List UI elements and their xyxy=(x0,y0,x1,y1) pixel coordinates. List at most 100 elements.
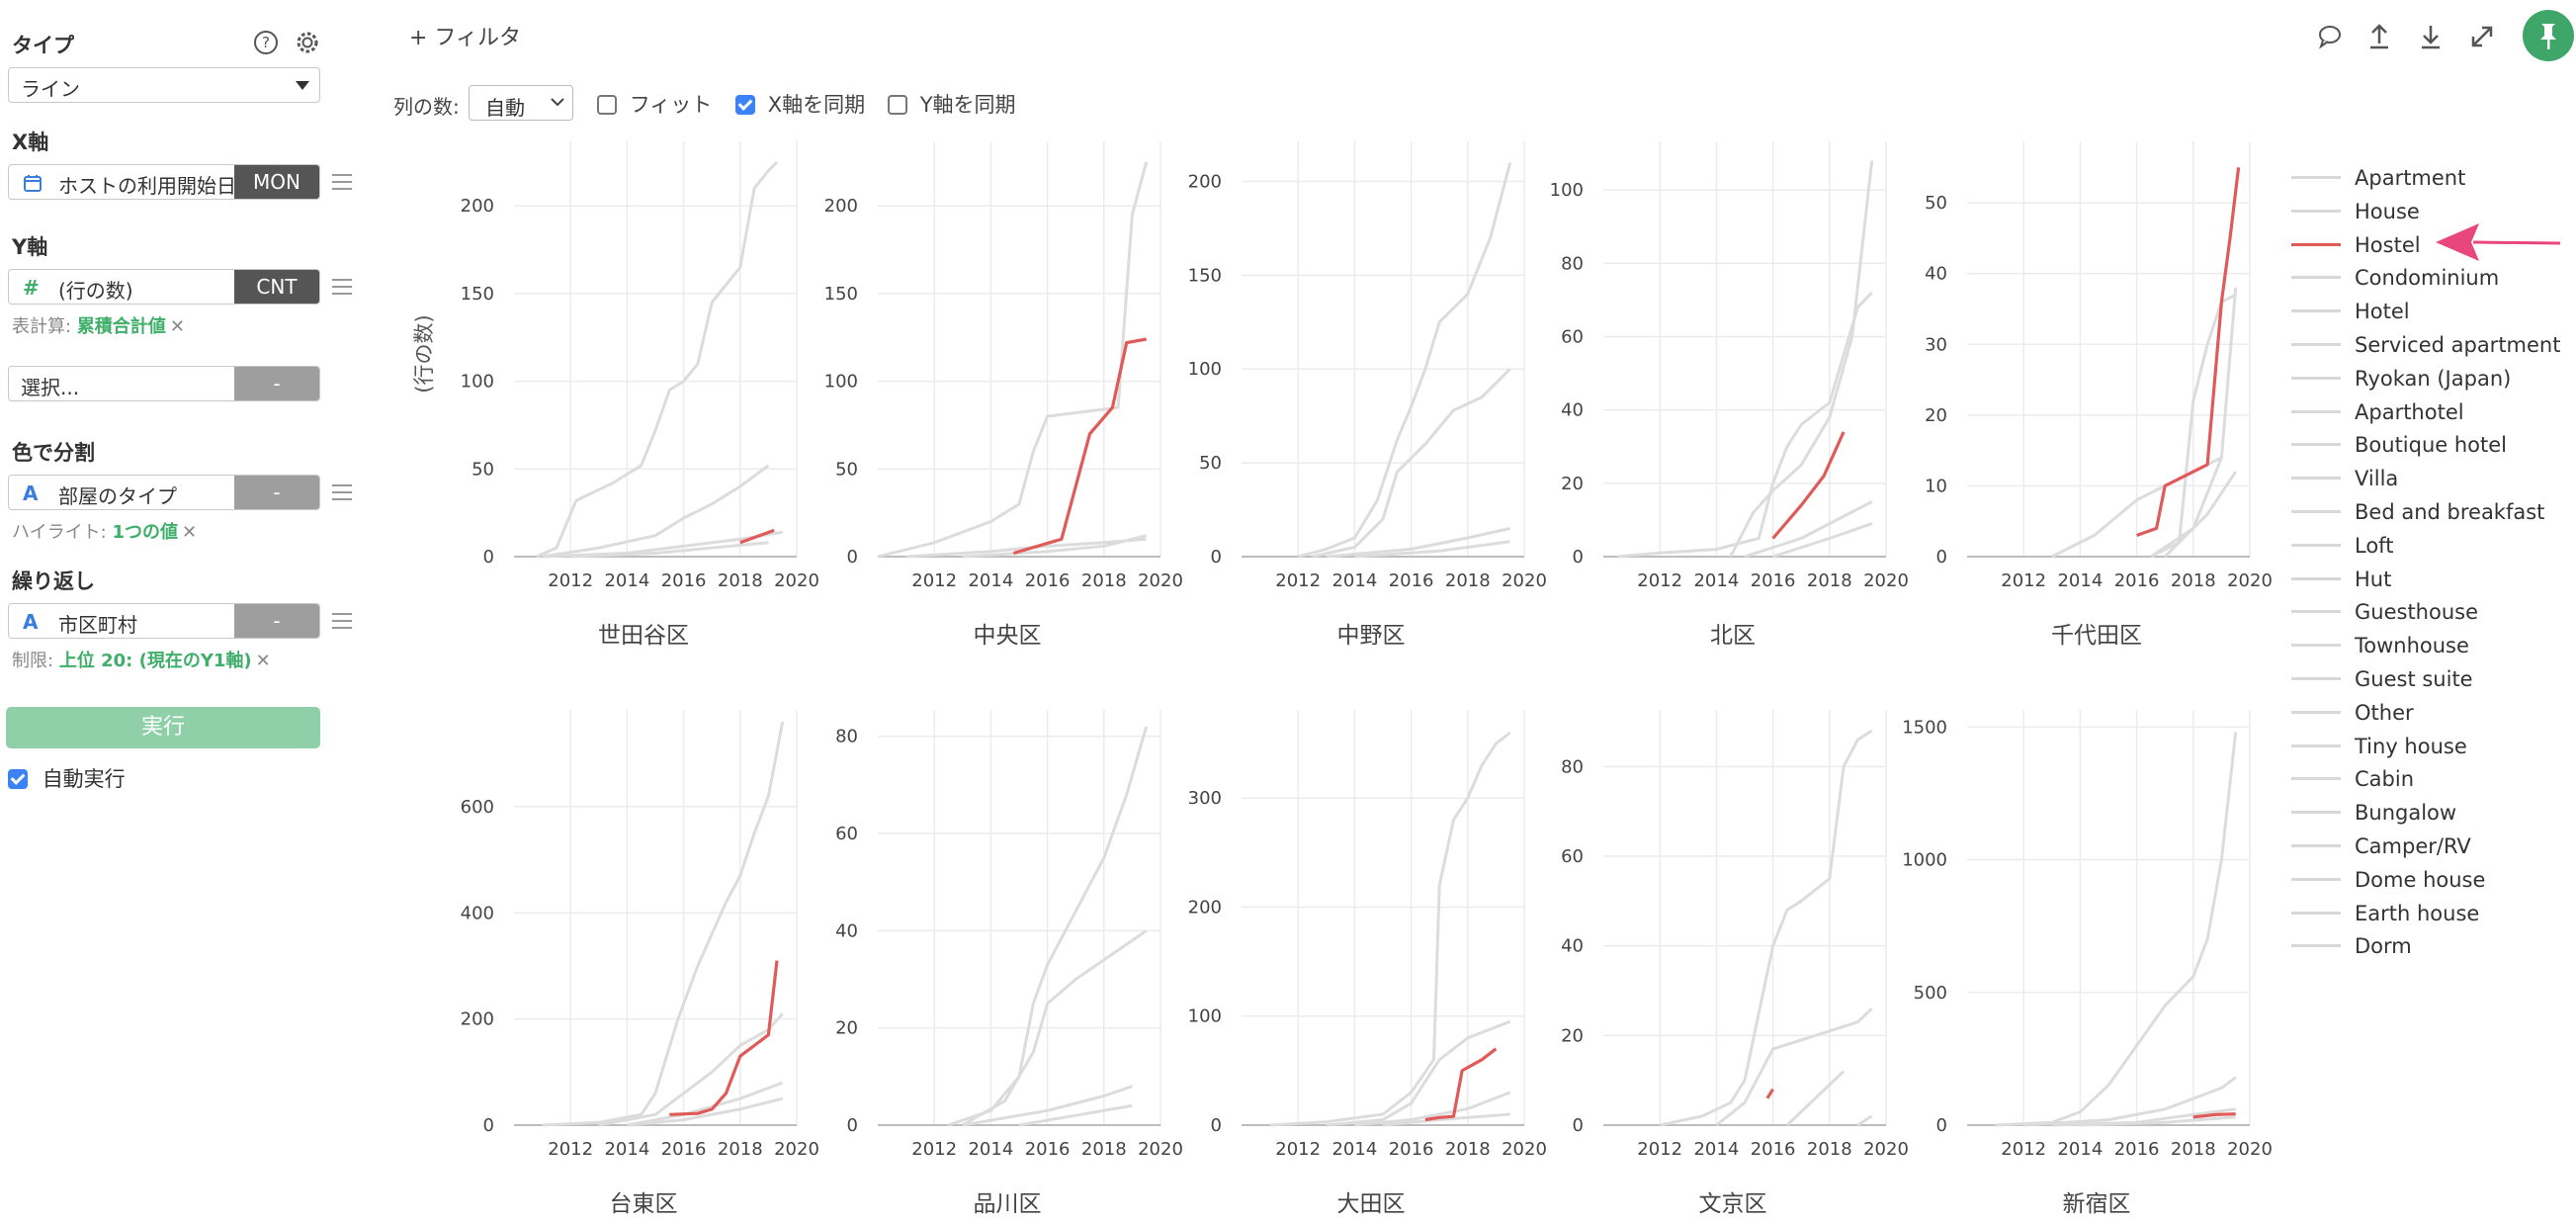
annotation-arrow-icon xyxy=(2436,223,2561,261)
x-tick-label: 2014 xyxy=(1331,1139,1377,1160)
legend-item[interactable]: Hotel xyxy=(2291,300,2410,323)
sync-y-checkbox[interactable] xyxy=(888,95,907,115)
legend-item[interactable]: Tiny house xyxy=(2291,735,2467,758)
x-tick-label: 2014 xyxy=(2057,570,2103,591)
y-axis-agg-button[interactable]: CNT xyxy=(234,270,319,304)
legend-item[interactable]: Other xyxy=(2291,701,2414,725)
x-axis-menu-icon[interactable] xyxy=(332,174,352,190)
y-tick-label: 20 xyxy=(835,1018,858,1039)
y-tick-label: 200 xyxy=(461,196,494,217)
series-line xyxy=(1354,540,1510,559)
legend-label: Condominium xyxy=(2355,266,2500,291)
x-tick-label: 2014 xyxy=(1331,570,1377,591)
panel-title: 千代田区 xyxy=(2051,623,2142,649)
download-icon[interactable] xyxy=(2416,22,2446,51)
type-select[interactable]: ライン xyxy=(8,67,320,103)
color-split-field[interactable]: A 部屋のタイプ - xyxy=(8,475,320,510)
x-tick-label: 2012 xyxy=(2001,570,2046,591)
repeat-menu-icon[interactable] xyxy=(332,613,352,629)
legend-label: Serviced apartment xyxy=(2355,333,2561,357)
color-split-title: 色で分割 xyxy=(12,441,95,465)
legend-item[interactable]: Serviced apartment xyxy=(2291,333,2560,357)
legend-label: Hostel xyxy=(2355,232,2421,257)
repeat-field[interactable]: A 市区町村 - xyxy=(8,603,320,639)
fit-checkbox[interactable] xyxy=(597,95,617,115)
select-field[interactable]: 選択... - xyxy=(8,366,320,401)
y-tick-label: 50 xyxy=(1199,453,1222,474)
legend-item[interactable]: Earth house xyxy=(2291,902,2479,925)
x-axis-field[interactable]: ホストの利用開始日 MON xyxy=(8,164,320,200)
repeat-agg-button[interactable]: - xyxy=(234,604,319,638)
chevron-down-icon xyxy=(551,98,564,107)
legend-item[interactable]: Loft xyxy=(2291,534,2393,558)
highlight-value[interactable]: 1つの値 xyxy=(112,522,178,543)
legend-item[interactable]: Guest suite xyxy=(2291,667,2473,691)
legend-swatch xyxy=(2291,844,2341,847)
legend-item[interactable]: Townhouse xyxy=(2291,634,2469,657)
color-split-menu-icon[interactable] xyxy=(332,484,352,500)
y-tick-label: 0 xyxy=(1936,1115,1947,1136)
x-tick-label: 2014 xyxy=(604,570,649,591)
upload-icon[interactable] xyxy=(2364,22,2394,51)
legend-item[interactable]: Ryokan (Japan) xyxy=(2291,367,2511,391)
x-tick-label: 2018 xyxy=(1807,570,1852,591)
series-line xyxy=(2023,1076,2237,1127)
legend-item[interactable]: Boutique hotel xyxy=(2291,433,2507,457)
legend-item[interactable]: Guesthouse xyxy=(2291,600,2478,624)
legend-item[interactable]: Cabin xyxy=(2291,767,2414,791)
comment-icon[interactable] xyxy=(2315,22,2345,51)
add-filter-button[interactable]: + フィルタ xyxy=(409,26,521,50)
auto-run-toggle[interactable]: 自動実行 xyxy=(8,763,126,793)
gear-icon[interactable] xyxy=(295,30,320,55)
close-icon[interactable]: ✕ xyxy=(169,316,185,337)
panel-title: 新宿区 xyxy=(2063,1191,2131,1217)
y-tick-label: 0 xyxy=(1211,547,1222,568)
hostel-series-line xyxy=(1771,431,1846,540)
pin-button[interactable] xyxy=(2523,10,2574,61)
table-calc-value[interactable]: 累積合計値 xyxy=(76,316,166,337)
select-agg-button[interactable]: - xyxy=(234,367,319,400)
y-tick-label: 50 xyxy=(1925,193,1947,214)
legend-item[interactable]: Bungalow xyxy=(2291,801,2456,825)
legend-item[interactable]: Hut xyxy=(2291,568,2391,591)
y-axis-field[interactable]: # (行の数) CNT xyxy=(8,269,320,305)
sync-x-option[interactable]: X軸を同期 xyxy=(735,89,865,119)
limit-value[interactable]: 上位 20: (現在のY1軸) xyxy=(58,651,252,671)
x-axis-agg-button[interactable]: MON xyxy=(234,165,319,199)
x-tick-label: 2020 xyxy=(1502,1139,1547,1160)
column-count-select[interactable]: 自動 xyxy=(469,85,573,121)
close-icon[interactable]: ✕ xyxy=(255,651,271,671)
legend-swatch xyxy=(2291,543,2341,547)
help-icon[interactable]: ? xyxy=(253,30,279,55)
x-tick-label: 2012 xyxy=(1637,570,1682,591)
x-tick-label: 2018 xyxy=(2171,570,2216,591)
y-axis-menu-icon[interactable] xyxy=(332,279,352,295)
legend-item[interactable]: Dorm xyxy=(2291,934,2412,958)
x-tick-label: 2016 xyxy=(1751,570,1796,591)
legend-item[interactable]: Villa xyxy=(2291,467,2398,490)
y-tick-label: 0 xyxy=(483,547,494,568)
close-icon[interactable]: ✕ xyxy=(181,522,198,543)
sync-x-checkbox[interactable] xyxy=(735,95,755,115)
legend-item[interactable]: Dome house xyxy=(2291,868,2485,892)
color-split-agg-button[interactable]: - xyxy=(234,476,319,509)
panel-title: 台東区 xyxy=(610,1191,678,1217)
y-tick-label: 200 xyxy=(461,1009,494,1030)
hostel-series-line xyxy=(1012,337,1147,556)
run-button[interactable]: 実行 xyxy=(6,707,320,748)
auto-run-checkbox[interactable] xyxy=(8,769,28,789)
legend-item[interactable]: House xyxy=(2291,200,2420,223)
y-tick-label: 20 xyxy=(1561,1025,1584,1046)
legend-item[interactable]: Condominium xyxy=(2291,266,2499,290)
fit-option[interactable]: フィット xyxy=(597,89,712,119)
sync-y-option[interactable]: Y軸を同期 xyxy=(888,89,1016,119)
expand-icon[interactable] xyxy=(2467,22,2497,51)
sync-y-label: Y軸を同期 xyxy=(919,93,1016,117)
legend-item[interactable]: Apartment xyxy=(2291,166,2465,190)
legend-item[interactable]: Camper/RV xyxy=(2291,834,2471,858)
legend-label: Other xyxy=(2355,700,2414,725)
legend-item[interactable]: Hostel xyxy=(2291,233,2421,257)
x-axis-field-label: ホストの利用開始日 xyxy=(58,174,236,198)
legend-item[interactable]: Aparthotel xyxy=(2291,400,2464,424)
legend-item[interactable]: Bed and breakfast xyxy=(2291,500,2544,524)
